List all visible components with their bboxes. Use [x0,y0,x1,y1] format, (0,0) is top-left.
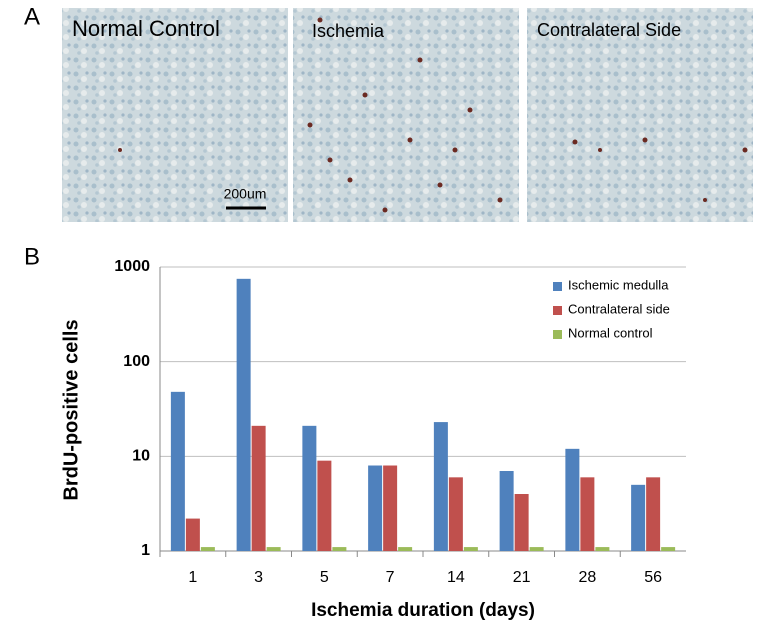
stained-nuclei [118,17,748,213]
bar [200,547,215,551]
x-tick-label: 7 [386,569,395,586]
panel-label: A [24,3,40,30]
bar [251,425,266,551]
bar [317,460,332,551]
bar [433,422,448,551]
scale-bar-label: 200um [224,186,267,202]
micrograph [62,8,288,222]
bar [398,547,413,551]
y-tick-label: 10 [132,448,150,465]
bar [499,470,514,551]
micrograph [293,8,519,222]
legend-label: Contralateral side [568,301,670,316]
micrograph [527,8,753,222]
y-axis-title: BrdU-positive cells [60,319,82,500]
legend-label: Normal control [568,325,653,340]
micrograph-title: Contralateral Side [537,20,681,40]
bar [332,547,347,551]
bar [236,278,251,551]
bar [170,391,185,551]
bar [529,547,544,551]
bar [448,477,463,551]
legend-swatch [553,330,562,339]
x-tick-label: 21 [513,569,531,586]
bar [514,494,529,551]
x-tick-label: 56 [644,569,662,586]
bar [646,477,661,551]
bar [595,547,610,551]
bar [383,465,398,551]
bar [580,477,595,551]
micrograph-title: Normal Control [72,16,220,41]
y-tick-label: 1 [141,542,150,559]
bar [565,448,580,551]
x-tick-label: 28 [578,569,596,586]
bar [185,518,200,551]
x-tick-label: 3 [254,569,263,586]
y-tick-label: 100 [123,353,150,370]
y-tick-label: 1000 [114,258,150,275]
x-axis-title: Ischemia duration (days) [311,600,535,621]
x-tick-label: 14 [447,569,465,586]
legend-swatch [553,282,562,291]
legend-label: Ischemic medulla [568,277,669,292]
micrograph-title: Ischemia [312,21,385,41]
bar [463,547,478,551]
bar [266,547,281,551]
bar [661,547,676,551]
panel-label: B [24,243,40,270]
x-tick-label: 5 [320,569,329,586]
bar [631,484,646,551]
bar [302,425,317,551]
x-tick-label: 1 [188,569,197,586]
bar [368,465,383,551]
legend-swatch [553,306,562,315]
